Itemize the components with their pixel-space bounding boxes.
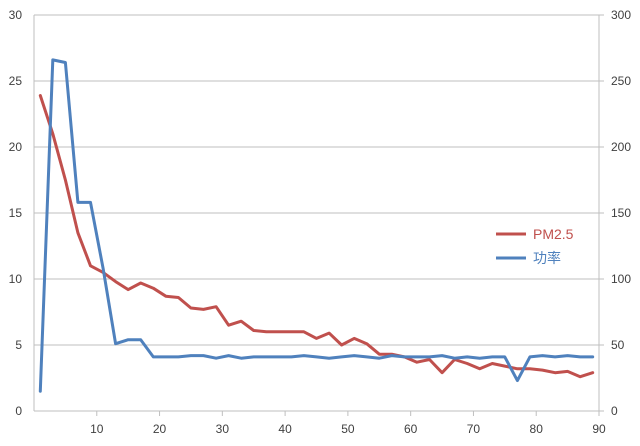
y-tick-label-0: 0 [15,404,22,418]
y-tick-label-15: 15 [9,206,23,220]
x-tick-label-50: 50 [341,422,355,436]
x-tick-label-80: 80 [530,422,544,436]
x-tick-labels: 10 20 30 40 50 60 70 80 90 [90,422,606,436]
y2-tick-label-50: 50 [611,338,625,352]
x-tick-label-20: 20 [153,422,167,436]
y2-tick-label-300: 300 [611,8,631,22]
left-y-tick-labels: 0 5 10 15 20 25 30 [9,8,23,418]
y-tick-label-25: 25 [9,74,23,88]
y2-tick-label-250: 250 [611,74,631,88]
x-tick-label-40: 40 [278,422,292,436]
y-tick-label-5: 5 [15,338,22,352]
series-lines [38,58,595,393]
y2-tick-label-100: 100 [611,272,631,286]
x-tick-label-90: 90 [592,422,606,436]
y2-tick-label-150: 150 [611,206,631,220]
legend: PM2.5 功率 [496,226,574,266]
y-tick-label-20: 20 [9,140,23,154]
y2-tick-label-0: 0 [611,404,618,418]
x-tick-label-10: 10 [90,422,104,436]
right-y-tick-labels: 0 50 100 150 200 250 300 [611,8,631,418]
x-tick-label-30: 30 [216,422,230,436]
y-tick-label-30: 30 [9,8,23,22]
gridlines [34,14,599,346]
x-tick-label-70: 70 [467,422,481,436]
legend-label-pm25: PM2.5 [533,226,574,242]
axes [33,14,604,416]
y2-tick-label-200: 200 [611,140,631,154]
y-tick-label-10: 10 [9,272,23,286]
legend-label-power: 功率 [533,250,561,266]
x-tick-label-60: 60 [404,422,418,436]
series-line-power [38,58,595,393]
series-line-pm25 [38,94,595,379]
